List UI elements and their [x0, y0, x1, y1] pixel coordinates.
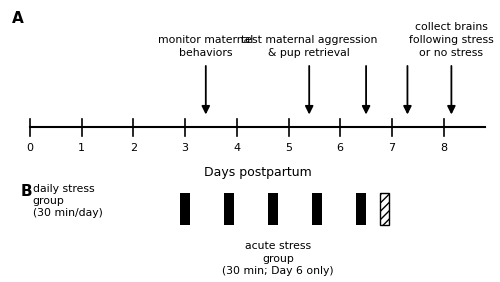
Text: 3: 3 — [182, 143, 188, 153]
Text: monitor maternal
behaviors: monitor maternal behaviors — [158, 35, 254, 58]
Text: 0: 0 — [26, 143, 34, 153]
Text: A: A — [12, 11, 24, 26]
Text: daily stress
group
(30 min/day): daily stress group (30 min/day) — [32, 184, 102, 218]
FancyBboxPatch shape — [312, 193, 322, 225]
FancyBboxPatch shape — [268, 193, 278, 225]
Text: 2: 2 — [130, 143, 137, 153]
Text: 7: 7 — [388, 143, 396, 153]
Text: acute stress
group
(30 min; Day 6 only): acute stress group (30 min; Day 6 only) — [222, 241, 334, 276]
Text: 5: 5 — [285, 143, 292, 153]
FancyBboxPatch shape — [180, 193, 190, 225]
Text: 6: 6 — [336, 143, 344, 153]
FancyBboxPatch shape — [380, 193, 389, 225]
Text: 1: 1 — [78, 143, 85, 153]
Text: 4: 4 — [234, 143, 240, 153]
Text: Days postpartum: Days postpartum — [204, 166, 312, 179]
FancyBboxPatch shape — [224, 193, 234, 225]
Text: B: B — [21, 184, 32, 199]
Text: 8: 8 — [440, 143, 447, 153]
FancyBboxPatch shape — [356, 193, 366, 225]
Text: collect brains
following stress
or no stress: collect brains following stress or no st… — [409, 23, 494, 58]
Text: test maternal aggression
& pup retrieval: test maternal aggression & pup retrieval — [241, 35, 378, 58]
